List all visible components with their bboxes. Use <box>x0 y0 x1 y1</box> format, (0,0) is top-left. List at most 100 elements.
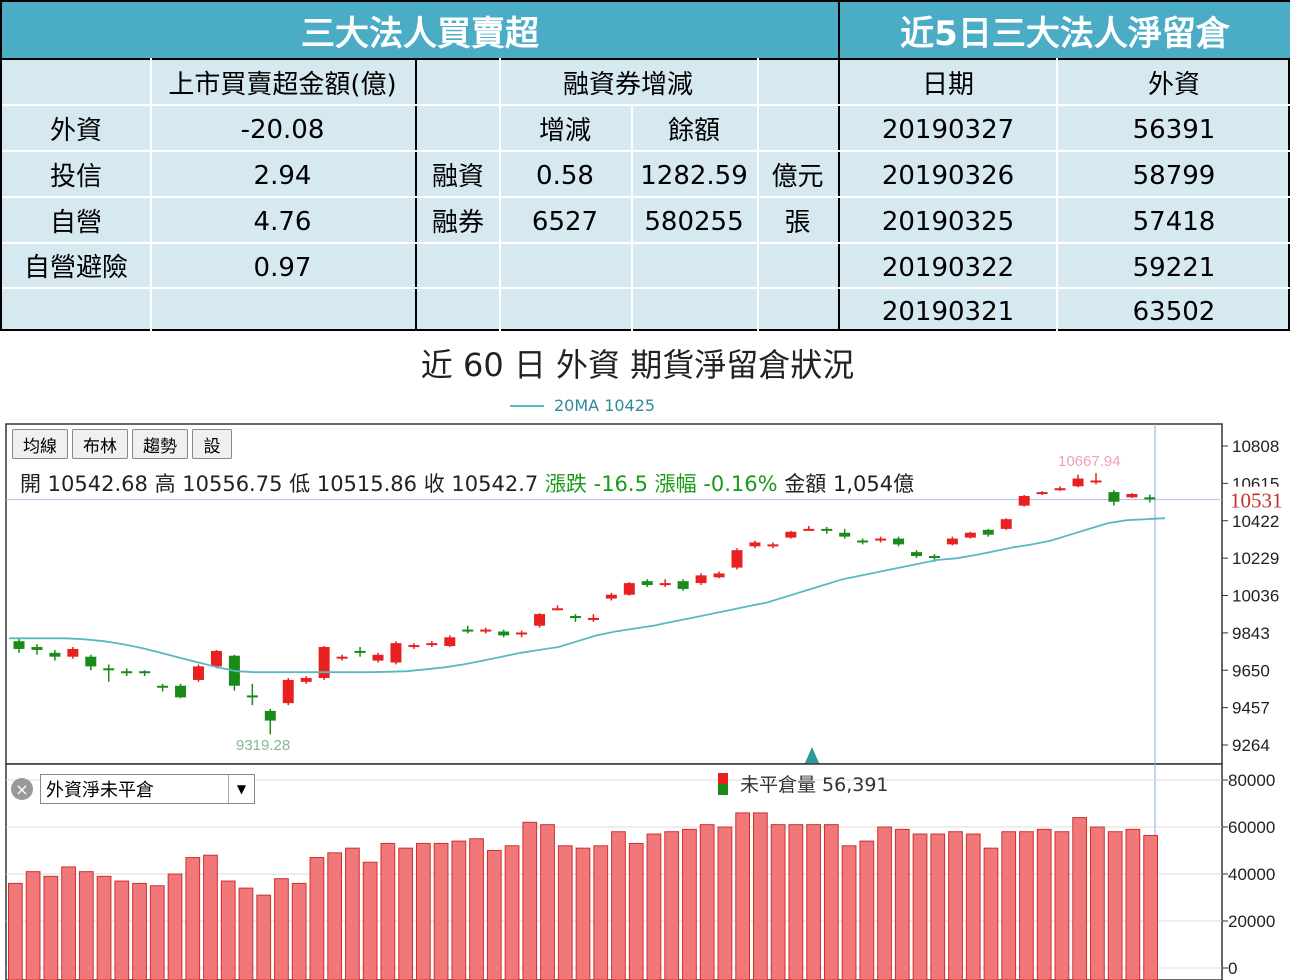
candle-body <box>875 538 887 541</box>
left-table-title: 三大法人買賣超 <box>2 2 838 58</box>
stock-chart[interactable]: 1080810615104221022910036984396509457926… <box>0 420 1307 980</box>
close-icon[interactable]: × <box>11 778 33 800</box>
oi-bar <box>25 871 41 980</box>
candle-body <box>749 542 761 547</box>
oi-bar <box>309 857 325 980</box>
candle-body <box>462 629 474 632</box>
oi-bar <box>735 812 751 980</box>
grid-line <box>2 58 1290 60</box>
oi-bar <box>8 882 23 980</box>
candle-body <box>785 531 797 538</box>
oi-bar <box>806 824 821 980</box>
candle-body <box>1000 519 1012 529</box>
oi-bar <box>540 824 555 980</box>
date-cell: 20190326 <box>881 161 1015 191</box>
oi-bar <box>167 873 183 980</box>
candle-body <box>569 616 581 619</box>
oi-bar <box>433 842 449 980</box>
date-cell: 20190322 <box>881 253 1015 283</box>
price-tick-label: 9457 <box>1232 699 1270 718</box>
oi-bar <box>504 845 520 980</box>
value-cell: 58799 <box>1132 161 1216 191</box>
oi-bar <box>132 882 147 980</box>
oi-bar <box>1036 828 1052 980</box>
settings-button[interactable]: 設 <box>192 429 232 459</box>
ma-legend: 20MA 10425 <box>510 396 655 415</box>
marker-triangle <box>805 747 819 763</box>
change-pct-value: 漲幅 -0.16% <box>654 472 778 496</box>
oi-bar <box>965 833 981 980</box>
ma-button[interactable]: 均線 <box>12 429 68 459</box>
candle-body <box>1054 488 1066 491</box>
oi-bar <box>522 821 538 980</box>
margin-change: 0.58 <box>536 161 594 191</box>
oi-bar <box>185 857 201 980</box>
institutional-tables: 三大法人買賣超 近5日三大法人淨留倉 上市買賣超金額(億) 融資券增減 日期 外… <box>0 0 1290 331</box>
candle-body <box>282 679 294 704</box>
candle-body <box>175 685 187 698</box>
oi-bar <box>291 882 307 980</box>
oi-bar <box>823 824 839 980</box>
row-name: 自營避險 <box>23 252 128 283</box>
candle-body <box>372 654 384 661</box>
candle-body <box>1072 478 1084 487</box>
grid-line <box>499 58 501 331</box>
low-value: 低 10515.86 <box>289 472 418 496</box>
date-cell: 20190325 <box>881 207 1015 237</box>
oi-bar <box>398 847 413 980</box>
candle-body <box>1144 497 1156 500</box>
candle-body <box>893 538 905 545</box>
bollinger-button[interactable]: 布林 <box>72 429 128 459</box>
col-margin-header: 融資券增減 <box>562 69 693 100</box>
chevron-down-icon[interactable]: ▼ <box>228 775 254 803</box>
volume-tick-label: 60000 <box>1228 818 1275 837</box>
oi-bar <box>753 812 768 980</box>
candle-body <box>300 677 312 682</box>
oi-bar <box>1019 831 1034 980</box>
oi-bar <box>149 885 165 980</box>
trend-button[interactable]: 趨勢 <box>132 429 188 459</box>
grid-line <box>1056 58 1058 331</box>
oi-bar <box>238 887 254 980</box>
candle-body <box>516 632 528 635</box>
candle-body <box>1018 495 1030 506</box>
candle-body <box>318 647 330 678</box>
candle-body <box>139 671 151 674</box>
col-amount-header: 上市買賣超金額(億) <box>168 69 397 100</box>
oi-bar <box>1090 826 1105 980</box>
min-price-label: 9319.28 <box>236 737 290 754</box>
indicator-select[interactable]: 外資淨未平倉 ▼ <box>40 774 255 804</box>
oi-bar <box>256 894 272 980</box>
volume-tick-label: 0 <box>1228 959 1237 978</box>
margin-balance: 580255 <box>644 207 744 237</box>
candle-body <box>713 573 725 578</box>
candle-body <box>354 650 366 653</box>
candle-body <box>336 656 348 659</box>
date-cell: 20190327 <box>881 115 1015 145</box>
sub-balance-header: 餘額 <box>667 115 720 146</box>
candle-body <box>498 631 510 636</box>
margin-balance: 1282.59 <box>640 161 748 191</box>
row-amount: -20.08 <box>240 115 325 145</box>
date-cell: 20190321 <box>881 297 1015 327</box>
candle-body <box>857 540 869 543</box>
candle-body <box>1036 492 1048 495</box>
oi-bar <box>948 831 963 980</box>
oi-bar <box>486 850 502 980</box>
col-date-header: 日期 <box>921 69 974 100</box>
candle-body <box>839 532 851 537</box>
oi-bar <box>611 831 626 980</box>
margin-unit: 億元 <box>771 161 824 192</box>
row-amount: 2.94 <box>253 161 312 191</box>
oi-bar <box>362 861 378 980</box>
candle-body <box>677 581 689 589</box>
ma-legend-line <box>510 404 544 407</box>
value-cell: 56391 <box>1132 115 1216 145</box>
oi-bar <box>770 824 786 980</box>
oi-bar <box>841 845 857 980</box>
candle-body <box>1126 494 1138 498</box>
candle-body <box>659 583 671 586</box>
oi-bar <box>664 831 680 980</box>
candle-body <box>49 652 61 657</box>
candle-body <box>103 668 115 671</box>
